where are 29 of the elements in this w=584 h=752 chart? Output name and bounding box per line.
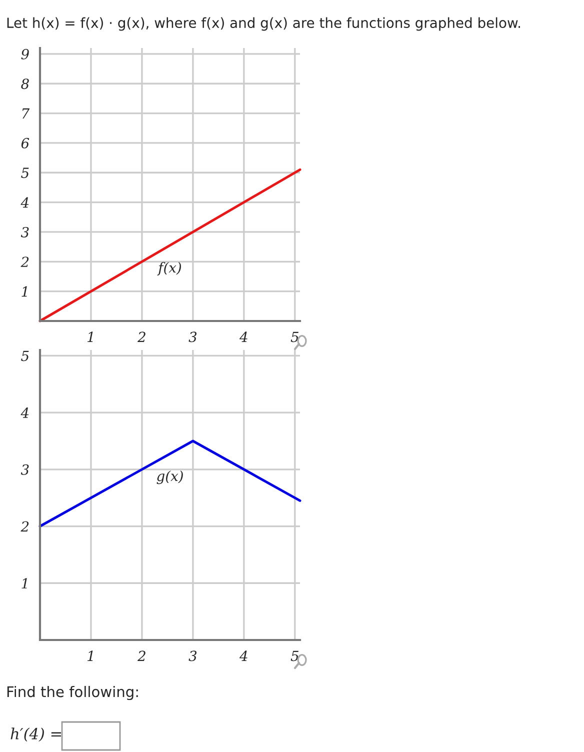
y-tick-label: 8 [21,78,29,90]
x-tick-label: 3 [188,650,197,662]
y-tick-label: 5 [21,350,29,362]
series-label: g(x) [156,470,183,484]
y-tick-label: 7 [22,108,30,119]
y-tick-label: 5 [21,168,29,178]
series-label: f(x) [157,262,182,276]
text: h′(4) = [10,728,61,742]
y-tick-label: 2 [20,256,29,267]
x-tick-label: 2 [137,650,146,661]
x-tick-label: 1 [88,650,93,661]
x-tick-label: 4 [239,650,248,661]
y-tick-label: 4 [20,197,29,208]
x-tick-label: 3 [188,332,197,342]
text: Find the following: [7,686,138,700]
y-tick-label: 6 [21,138,30,148]
chart-title: Let h(x) = f(x) · g(x), where f(x) and g(x) are the functions graphed below. [7,17,520,31]
y-tick-label: 1 [22,578,27,588]
y-tick-label: 2 [20,521,29,532]
y-tick-label: 3 [20,464,29,475]
x-tick-label: 1 [88,332,93,342]
x-tick-label: 5 [290,332,298,342]
x-tick-label: 5 [290,650,298,662]
x-tick-label: 2 [137,332,146,342]
x-tick-label: 4 [239,332,248,342]
y-tick-label: 4 [20,408,29,418]
y-tick-label: 1 [22,286,27,297]
y-tick-label: 3 [20,226,29,238]
y-tick-label: 9 [21,48,29,60]
